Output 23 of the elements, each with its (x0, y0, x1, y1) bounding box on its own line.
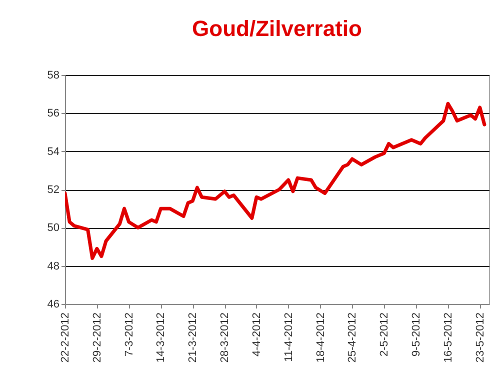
x-tick-label: 21-3-2012 (187, 312, 200, 363)
line-series (65, 102, 486, 260)
x-tick-label: 11-4-2012 (282, 312, 295, 362)
x-tick-label: 18-4-2012 (314, 312, 327, 363)
chart-title: Goud/Zilverratio (192, 16, 362, 41)
x-tick-label: 2-5-2012 (378, 312, 391, 357)
x-tick-label: 7-3-2012 (123, 312, 136, 357)
x-tick-label: 29-2-2012 (91, 312, 104, 363)
x-tick-label: 16-5-2012 (442, 312, 454, 363)
x-tick-label: 28-3-2012 (219, 312, 232, 363)
x-tick-label: 14-3-2012 (155, 312, 168, 363)
x-tick-label: 25-4-2012 (346, 312, 359, 363)
x-tick-label: 9-5-2012 (410, 312, 423, 357)
y-tick-label: 54 (47, 146, 60, 158)
x-tick-label: 22-2-2012 (60, 312, 72, 363)
y-tick-label: 50 (47, 222, 60, 234)
y-tick-label: 52 (47, 184, 60, 196)
y-tick-label: 46 (47, 298, 60, 310)
y-tick-label: 58 (47, 70, 60, 82)
y-tick-label: 56 (47, 108, 60, 120)
x-tick-label: 23-5-2012 (474, 312, 486, 363)
y-tick-label: 48 (47, 260, 60, 272)
x-tick-label: 4-4-2012 (250, 312, 263, 357)
